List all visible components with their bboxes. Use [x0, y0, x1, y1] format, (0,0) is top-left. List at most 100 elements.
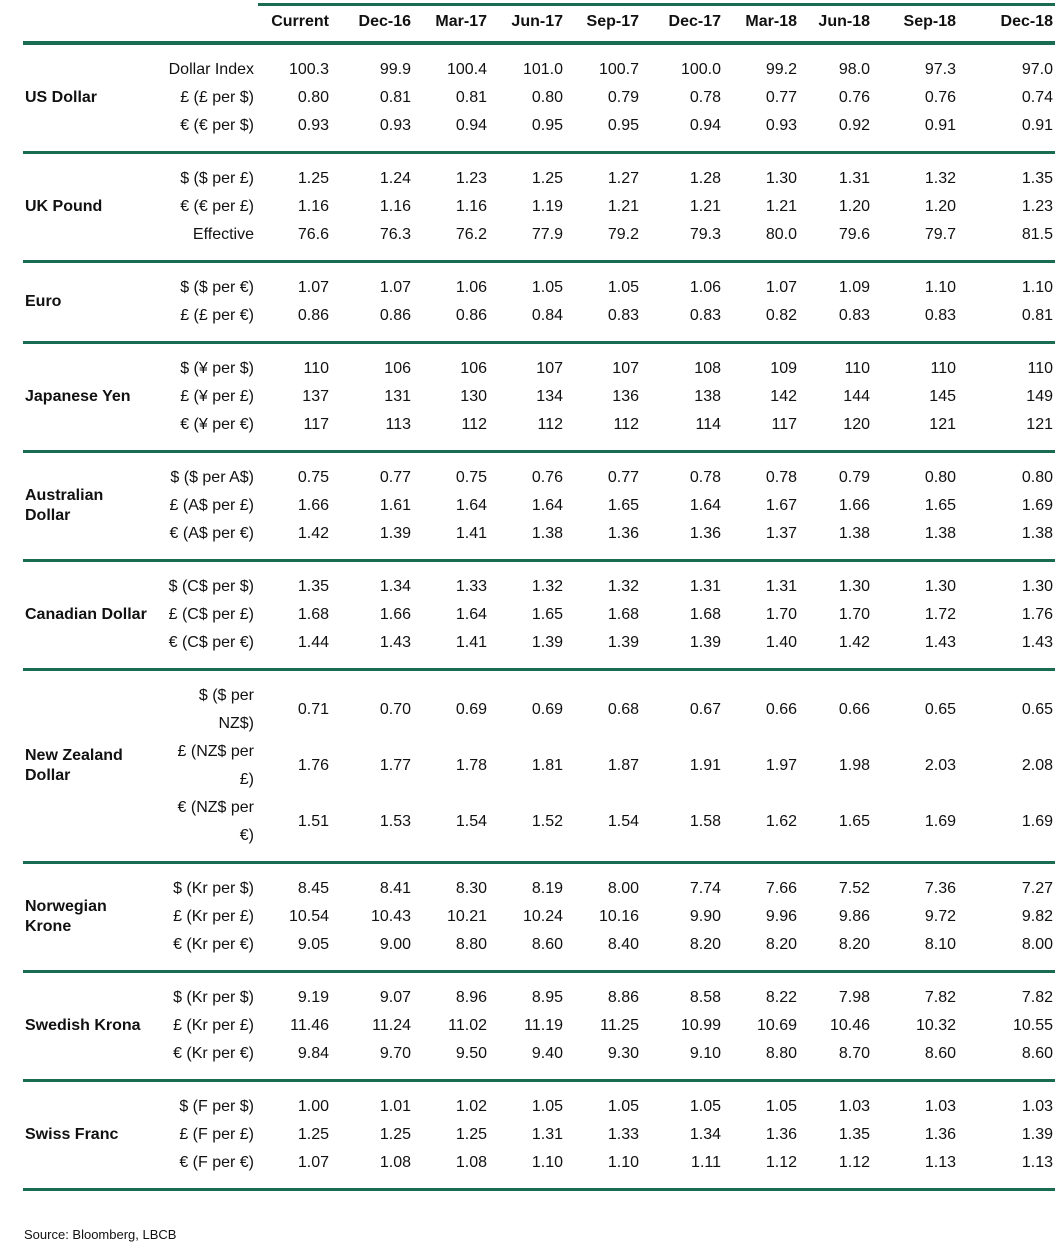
value-cell: 1.69	[924, 813, 956, 830]
value-cell: 79.7	[924, 226, 956, 243]
row-label: € (¥ per €)	[180, 416, 254, 433]
value-cell: 7.36	[924, 880, 956, 897]
value-cell: 1.72	[924, 606, 956, 623]
value-cell: 1.68	[607, 606, 639, 623]
value-cell: 8.95	[531, 989, 563, 1006]
value-cell: 1.52	[531, 813, 563, 830]
value-cell: 7.98	[838, 989, 870, 1006]
value-cell: 1.27	[607, 170, 639, 187]
value-cell: 0.83	[607, 307, 639, 324]
value-cell: 0.67	[689, 701, 721, 718]
value-cell: 134	[536, 388, 563, 405]
value-cell: 1.64	[689, 497, 721, 514]
value-cell: 8.41	[379, 880, 411, 897]
value-cell: 107	[612, 360, 639, 377]
value-cell: 1.34	[689, 1126, 721, 1143]
column-header-sep-17: Sep-17	[565, 0, 641, 45]
row-label: £ (Kr per £)	[173, 908, 254, 925]
table-row: € (F per €) 1.07 1.08 1.08 1.10 1.10 1.11 1.12 1…	[23, 1149, 1055, 1190]
value-cell: 8.80	[765, 1045, 797, 1062]
value-cell: 1.35	[297, 578, 329, 595]
value-cell: 8.19	[531, 880, 563, 897]
value-cell: 7.66	[765, 880, 797, 897]
value-cell: 98.0	[838, 61, 870, 78]
value-cell: 1.30	[838, 578, 870, 595]
value-cell: 9.19	[297, 989, 329, 1006]
value-cell: 1.03	[924, 1098, 956, 1115]
value-cell: 1.25	[297, 1126, 329, 1143]
value-cell: 1.54	[455, 813, 487, 830]
value-cell: 1.36	[924, 1126, 956, 1143]
value-cell: 81.5	[1021, 226, 1053, 243]
value-cell: 8.20	[838, 936, 870, 953]
value-cell: 0.93	[297, 117, 329, 134]
value-cell: 0.80	[924, 469, 956, 486]
value-cell: 110	[844, 360, 870, 377]
value-cell: 1.62	[765, 813, 797, 830]
value-cell: 131	[384, 388, 411, 405]
value-cell: 79.2	[607, 226, 639, 243]
value-cell: 1.68	[297, 606, 329, 623]
value-cell: 0.75	[297, 469, 329, 486]
value-cell: 1.91	[689, 757, 721, 774]
value-cell: 1.08	[379, 1154, 411, 1171]
value-cell: 0.86	[297, 307, 329, 324]
value-cell: 107	[536, 360, 563, 377]
table-row: UK Pound $ ($ per £) 1.25 1.24 1.23 1.25 1.27 1…	[23, 153, 1055, 215]
row-label: € (Kr per €)	[173, 936, 254, 953]
value-cell: 1.38	[924, 525, 956, 542]
value-cell: 1.87	[607, 757, 639, 774]
group-name: UK Pound	[25, 198, 103, 215]
table-row: Swiss Franc $ (F per $) 1.00 1.01 1.02 1.05 1.…	[23, 1081, 1055, 1143]
value-cell: 2.08	[1021, 757, 1053, 774]
value-cell: 9.72	[924, 908, 956, 925]
value-cell: 1.66	[838, 497, 870, 514]
value-cell: 1.09	[838, 279, 870, 296]
currency-group: Norwegian Krone $ (Kr per $) 8.45 8.41 8.30 8…	[23, 863, 1055, 972]
value-cell: 1.00	[297, 1098, 329, 1115]
value-cell: 1.76	[1021, 606, 1053, 623]
value-cell: 0.86	[379, 307, 411, 324]
currency-group: US Dollar Dollar Index 100.3 99.9 100.4 101.0…	[23, 43, 1055, 153]
value-cell: 1.03	[1021, 1098, 1053, 1115]
value-cell: 100.0	[680, 61, 721, 78]
table-row: € (€ per £) 1.16 1.16 1.16 1.19 1.21 1.21 1.21 1…	[23, 193, 1055, 221]
value-cell: 121	[1026, 416, 1053, 433]
value-cell: 1.05	[607, 1098, 639, 1115]
table-row: Swedish Krona $ (Kr per $) 9.19 9.07 8.96 8.9…	[23, 972, 1055, 1034]
value-cell: 10.43	[370, 908, 411, 925]
group-name: Canadian Dollar	[25, 606, 147, 623]
value-cell: 1.39	[1021, 1126, 1053, 1143]
value-cell: 1.12	[765, 1154, 797, 1171]
column-header-sep-18: Sep-18	[872, 0, 958, 45]
value-cell: 7.82	[924, 989, 956, 1006]
value-cell: 1.13	[924, 1154, 956, 1171]
row-label: $ (F per $)	[179, 1098, 254, 1115]
value-cell: 77.9	[531, 226, 563, 243]
value-cell: 1.97	[765, 757, 797, 774]
value-cell: 0.93	[379, 117, 411, 134]
value-cell: 1.31	[838, 170, 870, 187]
value-cell: 1.41	[455, 525, 487, 542]
value-cell: 1.53	[379, 813, 411, 830]
value-cell: 1.81	[531, 757, 563, 774]
value-cell: 1.69	[1021, 497, 1053, 514]
value-cell: 0.76	[838, 89, 870, 106]
value-cell: 0.95	[531, 117, 563, 134]
table-header: Current Dec-16 Mar-17 Jun-17 Sep-17 Dec-17 Mar…	[23, 0, 1055, 45]
value-cell: 0.91	[1021, 117, 1053, 134]
value-cell: 110	[930, 360, 956, 377]
value-cell: 100.3	[288, 61, 329, 78]
value-cell: 8.86	[607, 989, 639, 1006]
value-cell: 0.81	[1021, 307, 1053, 324]
value-cell: 1.08	[455, 1154, 487, 1171]
value-cell: 1.36	[689, 525, 721, 542]
row-label: $ (C$ per $)	[168, 578, 254, 595]
group-name: Euro	[25, 293, 62, 310]
value-cell: 0.79	[838, 469, 870, 486]
value-cell: 0.79	[607, 89, 639, 106]
source-note: Source: Bloomberg, LBCB	[24, 1227, 177, 1242]
group-name: Swedish Krona	[25, 1017, 141, 1034]
value-cell: 144	[843, 388, 870, 405]
value-cell: 1.16	[379, 198, 411, 215]
